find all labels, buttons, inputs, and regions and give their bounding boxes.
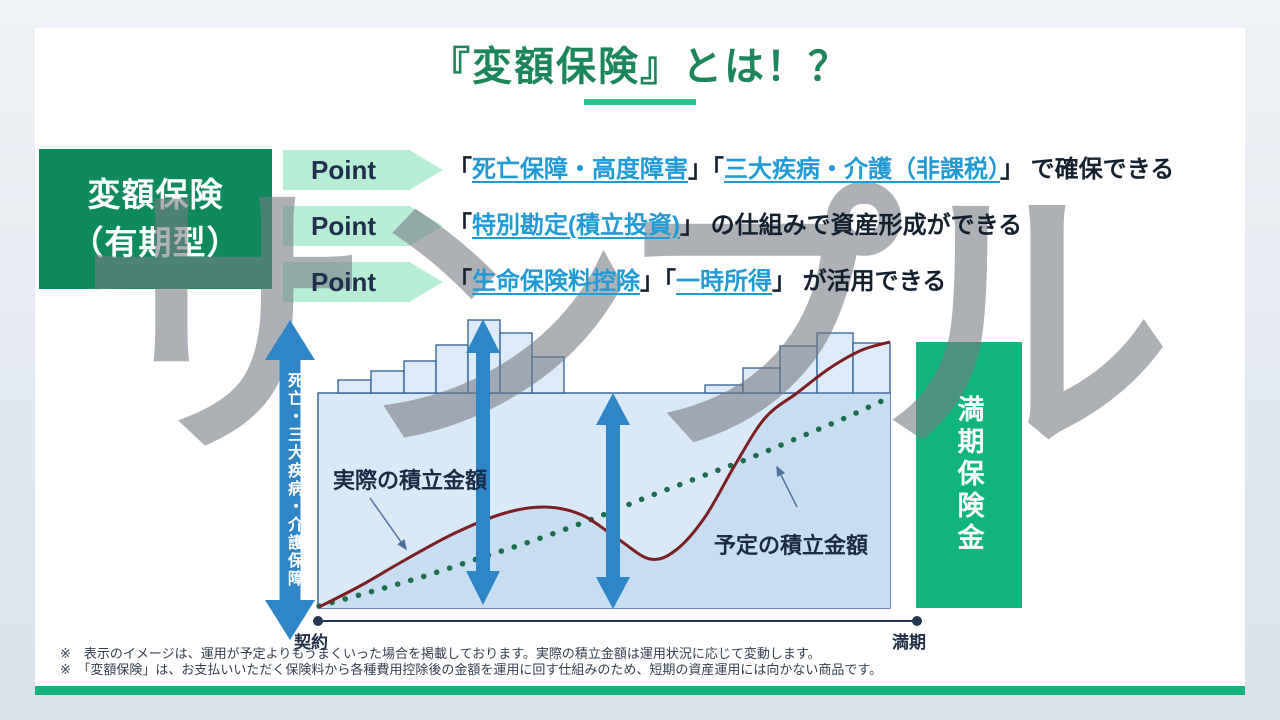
maturity-benefit-label: 満期保険金 [953,395,984,555]
point-text-segment: 「 [448,212,472,239]
product-box: 変額保険 （有期型） [39,149,272,289]
footnotes: ※ 表示のイメージは、運用が予定よりもうまくいった場合を掲載しております。実際の… [60,646,882,678]
point-text-segment: 「 [448,268,472,295]
point-label: Point [311,155,376,185]
point-text: 「死亡保障・高度障害」「三大疾病・介護（非課税）」 で確保できる [448,150,1174,190]
keyword-link: 死亡保障・高度障害 [472,156,688,183]
bottom-accent-bar [35,686,1245,695]
point-text-segment: 」 [1000,156,1024,183]
point-text: 「特別勘定(積立投資)」 の仕組みで資産形成ができる [448,206,1022,246]
footnote-line: ※ 「変額保険」は、お支払いいただく保険料から各種費用控除後の金額を運用に回す仕… [60,662,883,677]
footnote-line: ※ 表示のイメージは、運用が予定よりもうまくいった場合を掲載しております。実際の… [60,646,821,661]
page-title: 『変額保険』とは！？ [430,45,850,89]
point-text-segment: 「 [448,156,472,183]
point-text-segment: の仕組みで資産形成ができる [703,212,1023,239]
point-text-segment: 」「 [688,156,724,183]
keyword-link: 特別勘定(積立投資) [472,212,680,239]
point-text-segment: で確保できる [1024,156,1175,183]
point-arrow-shape [283,150,443,190]
planned-curve-label: 予定の積立金額 [714,533,869,558]
coverage-arrow-label: 死亡・三大疾病・介護保障 [285,372,302,588]
maturity-benefit-box: 満期保険金 [916,342,1022,608]
point-arrow-shape [283,206,443,246]
point-text-segment: が活用できる [796,268,947,295]
product-box-line2: （有期型） [70,224,241,261]
actual-curve-label: 実際の積立金額 [333,468,488,493]
title-underline [584,99,696,105]
point-arrow-shape [283,262,443,302]
product-box-line1: 変額保険 [87,176,224,214]
point-text: 「生命保険料控除」「一時所得」 が活用できる [448,262,946,302]
point-text-segment: 」 [772,268,796,295]
point-text-segment: 」「 [640,268,676,295]
keyword-link: 生命保険料控除 [472,268,640,295]
timeline-end-label: 満期 [892,633,926,652]
point-label: Point [311,211,376,241]
keyword-link: 一時所得 [676,268,772,295]
point-text-segment: 」 [679,212,704,239]
keyword-link: 三大疾病・介護（非課税） [724,156,1000,183]
point-label: Point [311,267,376,297]
